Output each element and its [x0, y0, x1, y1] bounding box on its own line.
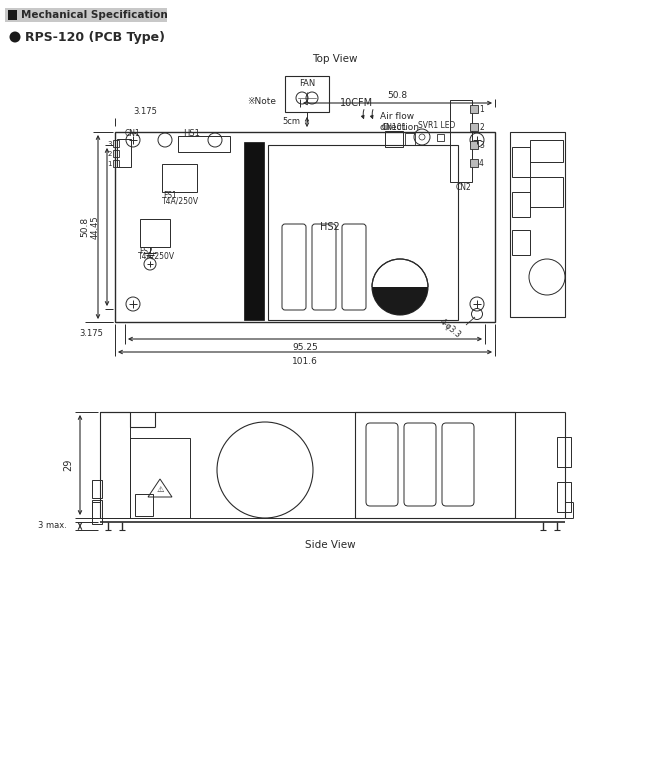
- Bar: [268, 145, 458, 320]
- Bar: [512, 230, 530, 255]
- Text: SVR1 LED: SVR1 LED: [418, 120, 456, 129]
- Bar: [8, 10, 17, 20]
- Bar: [557, 482, 571, 512]
- Text: ※Note: ※Note: [247, 98, 276, 107]
- Text: 5cm: 5cm: [282, 117, 300, 126]
- Bar: [530, 140, 563, 162]
- Text: 3.175: 3.175: [133, 107, 157, 117]
- Bar: [405, 133, 415, 145]
- Bar: [178, 136, 230, 152]
- Bar: [385, 131, 403, 147]
- Text: 44.45: 44.45: [90, 215, 100, 238]
- Bar: [450, 100, 472, 182]
- Text: 1: 1: [479, 104, 484, 114]
- Bar: [113, 160, 119, 167]
- Text: 3: 3: [479, 141, 484, 149]
- Text: 101.6: 101.6: [292, 357, 318, 366]
- Bar: [117, 139, 131, 167]
- Bar: [510, 132, 565, 317]
- Bar: [5, 8, 167, 22]
- Text: 2: 2: [479, 123, 484, 132]
- Text: HS2: HS2: [320, 222, 340, 232]
- Text: 2: 2: [108, 151, 112, 157]
- Text: 3: 3: [107, 141, 112, 147]
- Bar: [92, 500, 102, 524]
- Text: 29: 29: [63, 459, 73, 471]
- Wedge shape: [372, 287, 428, 315]
- Bar: [557, 437, 571, 467]
- Bar: [512, 192, 530, 217]
- Text: FAN: FAN: [299, 79, 315, 88]
- Bar: [92, 480, 102, 498]
- Bar: [115, 132, 495, 322]
- Bar: [355, 412, 515, 518]
- Text: T4A/250V: T4A/250V: [138, 251, 175, 260]
- Text: CN1: CN1: [125, 129, 141, 138]
- Text: CN2: CN2: [456, 182, 472, 192]
- Bar: [135, 494, 153, 516]
- Bar: [285, 76, 329, 112]
- Text: 3 max.: 3 max.: [38, 522, 67, 531]
- Text: 1: 1: [107, 160, 112, 167]
- Bar: [470, 141, 478, 149]
- Text: ⚠: ⚠: [156, 484, 163, 494]
- Text: 50.8: 50.8: [387, 92, 407, 101]
- Text: HS1: HS1: [183, 129, 200, 139]
- Text: Air flow
direction: Air flow direction: [380, 112, 420, 132]
- Text: 95.25: 95.25: [292, 344, 318, 353]
- Text: 3.175: 3.175: [79, 329, 103, 338]
- Text: 50.8: 50.8: [80, 217, 90, 237]
- Text: 4-φ3.3: 4-φ3.3: [438, 318, 462, 341]
- Bar: [140, 219, 170, 247]
- Circle shape: [9, 32, 21, 42]
- Text: Side View: Side View: [305, 540, 355, 550]
- Bar: [113, 140, 119, 147]
- Bar: [113, 150, 119, 157]
- Text: CN101: CN101: [382, 123, 407, 132]
- Text: RPS-120 (PCB Type): RPS-120 (PCB Type): [25, 30, 165, 43]
- Bar: [244, 142, 264, 320]
- Bar: [100, 412, 130, 518]
- Bar: [512, 147, 530, 177]
- Text: 10CFM: 10CFM: [340, 98, 373, 108]
- Text: T4A/250V: T4A/250V: [162, 197, 199, 205]
- Bar: [470, 105, 478, 113]
- Bar: [162, 164, 197, 192]
- Bar: [130, 438, 190, 518]
- Bar: [470, 123, 478, 131]
- Bar: [470, 159, 478, 167]
- Text: Mechanical Specification: Mechanical Specification: [21, 10, 168, 20]
- Text: FS2: FS2: [139, 247, 153, 256]
- Text: 4: 4: [479, 158, 484, 167]
- Bar: [437, 134, 444, 141]
- Text: Top View: Top View: [312, 54, 358, 64]
- Bar: [530, 177, 563, 207]
- Text: FS1: FS1: [163, 192, 177, 201]
